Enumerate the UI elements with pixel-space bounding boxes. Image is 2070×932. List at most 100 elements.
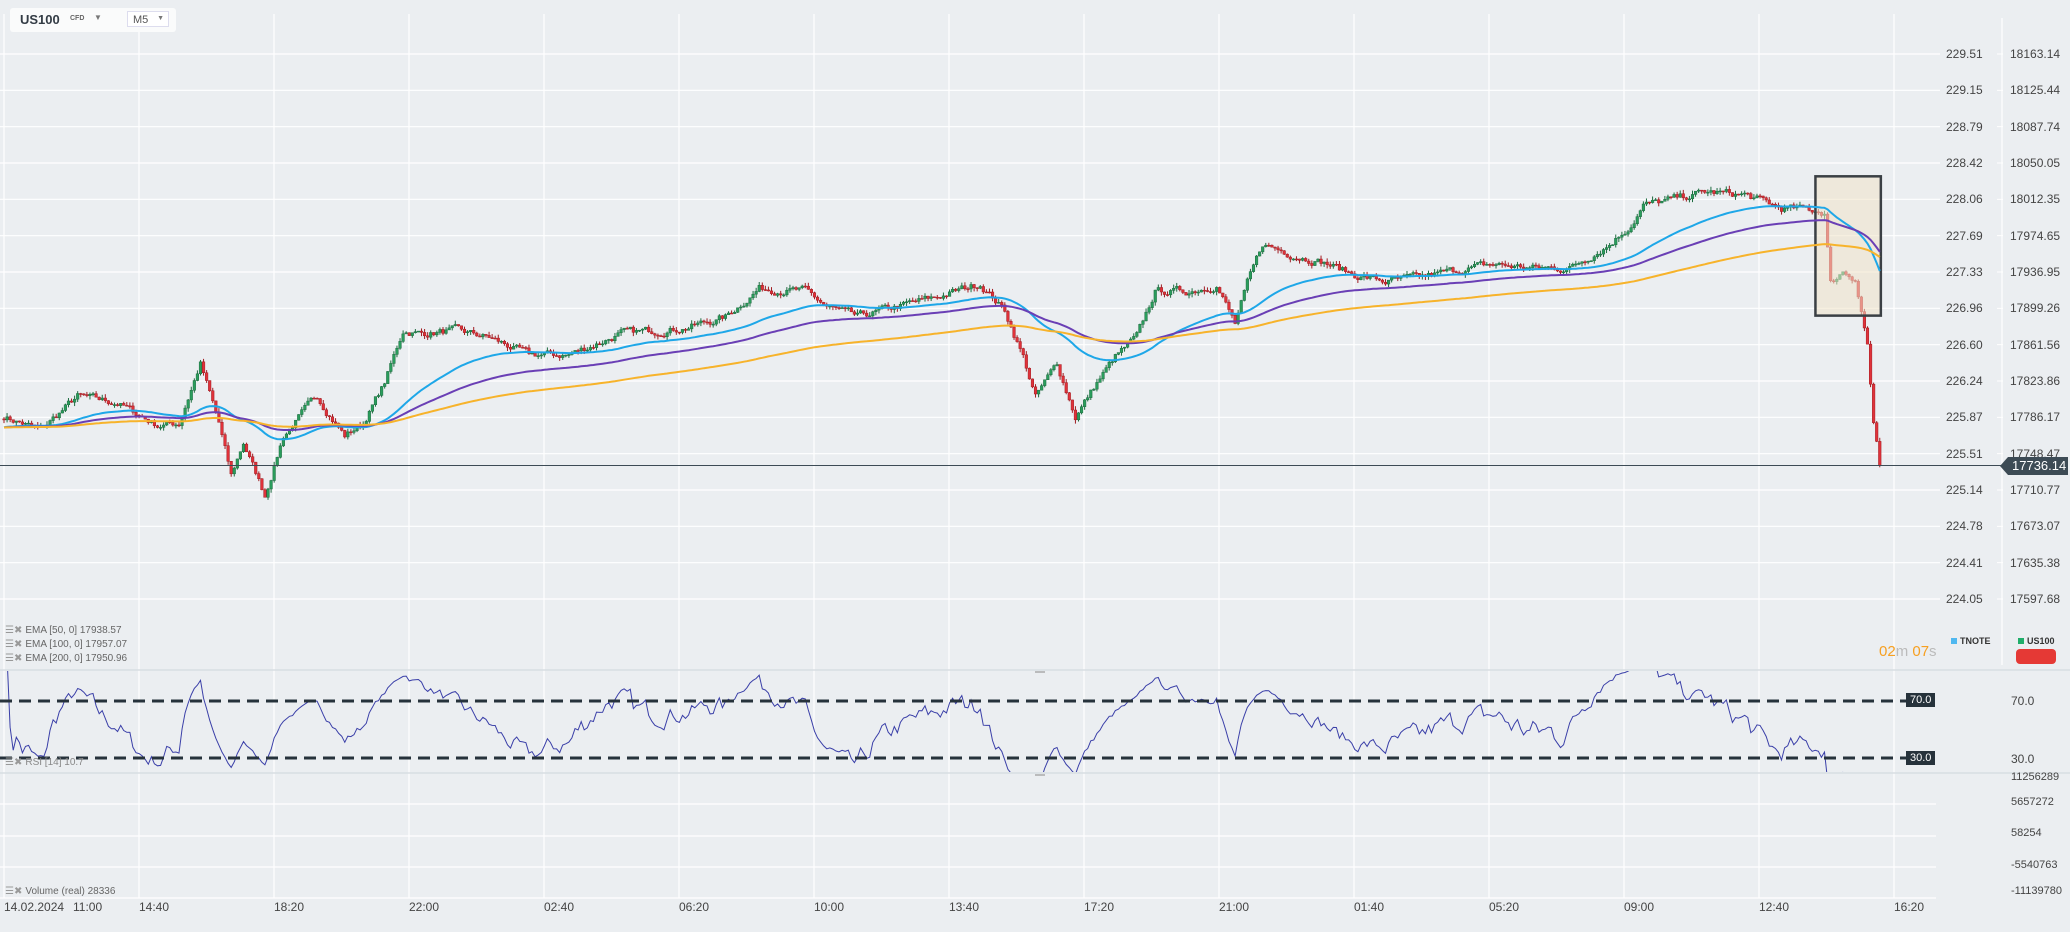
candle-body bbox=[324, 409, 328, 416]
candle-body bbox=[941, 295, 945, 299]
candle-body bbox=[223, 434, 227, 446]
candle-body bbox=[1212, 291, 1216, 293]
candle-body bbox=[263, 489, 267, 498]
candle-body bbox=[1396, 277, 1400, 279]
candle-body bbox=[868, 315, 872, 318]
candle-body bbox=[1611, 244, 1615, 247]
settings-icon[interactable]: ☰✖ bbox=[5, 653, 23, 664]
legend-volume[interactable]: ☰✖ Volume (real) 28336 bbox=[5, 886, 115, 897]
candle-body bbox=[797, 287, 801, 290]
time-axis-label: 09:00 bbox=[1624, 900, 1655, 914]
candle-body bbox=[1285, 253, 1289, 258]
candle-body bbox=[97, 396, 101, 400]
candle-body bbox=[871, 311, 875, 317]
candle-body bbox=[1064, 382, 1068, 394]
candle-body bbox=[1749, 193, 1753, 200]
time-axis-label: 22:00 bbox=[409, 900, 440, 914]
candle-body bbox=[432, 332, 436, 336]
candle-body bbox=[1448, 267, 1452, 270]
candle-body bbox=[1030, 378, 1035, 388]
candle-body bbox=[1190, 291, 1194, 295]
candle-body bbox=[189, 390, 193, 401]
candle-body bbox=[855, 312, 860, 315]
candle-body bbox=[1623, 233, 1627, 236]
candle-body bbox=[631, 326, 635, 333]
candle-body bbox=[1439, 269, 1443, 273]
color-swatch bbox=[2018, 638, 2024, 644]
candle-body bbox=[1119, 347, 1124, 353]
candle-body bbox=[1469, 266, 1474, 269]
candle-body bbox=[1003, 304, 1007, 312]
candle-body bbox=[932, 296, 936, 299]
candle-body bbox=[466, 331, 470, 333]
candle-body bbox=[1199, 289, 1203, 293]
candle-body bbox=[717, 315, 721, 321]
settings-icon[interactable]: ☰✖ bbox=[5, 625, 23, 636]
candle-body bbox=[1761, 195, 1765, 198]
candle-body bbox=[1337, 264, 1342, 271]
settings-icon[interactable]: ☰✖ bbox=[5, 886, 23, 897]
candle-body bbox=[723, 314, 728, 319]
candle-body bbox=[926, 295, 930, 299]
candle-body bbox=[1755, 195, 1759, 199]
candle-body bbox=[1233, 315, 1237, 324]
candle-body bbox=[1107, 361, 1111, 368]
candle-body bbox=[177, 424, 181, 427]
candle-body bbox=[1350, 271, 1354, 274]
legend-ema-200[interactable]: ☰✖ EMA [200, 0] 17950.96 bbox=[5, 653, 127, 664]
compare-legend-us100[interactable]: US100 bbox=[2018, 636, 2055, 646]
candle-body bbox=[401, 333, 405, 342]
settings-icon[interactable]: ☰✖ bbox=[5, 639, 23, 650]
timeframe-select[interactable]: M5 ▼ bbox=[127, 11, 169, 27]
legend-value: 17957.07 bbox=[85, 639, 128, 650]
candle-body bbox=[318, 398, 322, 405]
candle-body bbox=[447, 327, 451, 331]
candle-body bbox=[598, 343, 602, 346]
candle-body bbox=[1865, 327, 1870, 345]
compare-legend-tnote[interactable]: TNOTE bbox=[1951, 636, 1991, 646]
candle-body bbox=[444, 329, 448, 334]
candle-body bbox=[914, 300, 918, 303]
candle-body bbox=[1304, 258, 1308, 262]
candle-body bbox=[441, 329, 445, 334]
candle-body bbox=[208, 380, 212, 392]
candle-body bbox=[757, 285, 761, 292]
candle-body bbox=[720, 315, 724, 319]
legend-rsi[interactable]: ☰✖ RSI [14] 10.7 bbox=[5, 757, 84, 768]
candle-body bbox=[134, 411, 138, 416]
candle-body bbox=[1307, 260, 1311, 264]
countdown-seconds: 07 bbox=[1912, 643, 1930, 660]
candle-body bbox=[1165, 294, 1170, 296]
candle-body bbox=[1709, 190, 1713, 193]
candle-body bbox=[186, 399, 190, 409]
candle-body bbox=[1049, 369, 1053, 376]
candle-body bbox=[1810, 210, 1814, 213]
candle-body bbox=[380, 386, 384, 396]
candle-body bbox=[407, 332, 411, 336]
candle-body bbox=[994, 297, 998, 304]
candle-body bbox=[291, 427, 295, 430]
symbol-selector[interactable]: US100 bbox=[20, 12, 60, 27]
candle-body bbox=[244, 443, 249, 453]
candle-body bbox=[1015, 337, 1019, 342]
candle-body bbox=[195, 373, 199, 381]
ema-50-line bbox=[3, 205, 1881, 441]
candle-body bbox=[281, 438, 285, 447]
time-axis-label: 13:40 bbox=[949, 900, 980, 914]
candle-body bbox=[1380, 279, 1384, 283]
candle-body bbox=[748, 297, 752, 304]
legend-ema-50[interactable]: ☰✖ EMA [50, 0] 17938.57 bbox=[5, 625, 122, 636]
caret-down-icon[interactable]: ▼ bbox=[94, 13, 102, 22]
candle-body bbox=[929, 296, 933, 299]
instrument-type: CFD bbox=[70, 15, 85, 22]
candle-body bbox=[594, 343, 599, 348]
time-axis-label: 12:40 bbox=[1759, 900, 1790, 914]
candle-body bbox=[641, 328, 645, 331]
settings-icon[interactable]: ☰✖ bbox=[5, 757, 23, 768]
legend-ema-100[interactable]: ☰✖ EMA [100, 0] 17957.07 bbox=[5, 639, 127, 650]
candle-body bbox=[628, 326, 632, 330]
volume-axis-tick-label: 5657272 bbox=[2011, 796, 2054, 808]
time-axis-label: 18:20 bbox=[274, 900, 305, 914]
candle-body bbox=[1712, 190, 1716, 194]
